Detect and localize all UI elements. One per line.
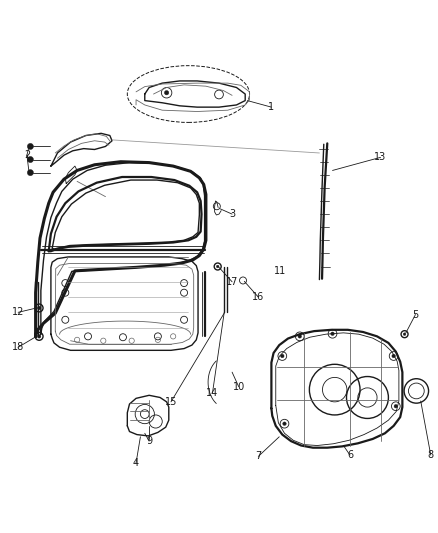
Text: 13: 13	[374, 152, 387, 163]
Text: 18: 18	[12, 342, 24, 352]
Text: 5: 5	[412, 310, 419, 319]
Circle shape	[281, 354, 284, 358]
Circle shape	[298, 335, 301, 338]
Text: 11: 11	[274, 266, 286, 276]
Text: 7: 7	[255, 451, 261, 462]
Circle shape	[27, 143, 33, 149]
Circle shape	[403, 333, 406, 335]
Circle shape	[283, 422, 286, 425]
Text: 14: 14	[206, 388, 219, 398]
Circle shape	[37, 306, 41, 310]
Text: 16: 16	[252, 292, 265, 302]
Text: 15: 15	[165, 397, 177, 407]
Text: 3: 3	[229, 209, 235, 219]
Text: 6: 6	[347, 450, 353, 460]
Circle shape	[27, 157, 33, 163]
Text: 10: 10	[233, 382, 245, 392]
Text: 17: 17	[226, 277, 238, 287]
Text: 1: 1	[268, 102, 275, 112]
Text: 4: 4	[133, 458, 139, 468]
Circle shape	[394, 405, 398, 408]
Text: 12: 12	[12, 308, 25, 317]
Circle shape	[392, 354, 396, 358]
Circle shape	[27, 169, 33, 176]
Circle shape	[216, 265, 219, 268]
Text: 2: 2	[24, 150, 30, 160]
Circle shape	[164, 91, 169, 95]
Text: 9: 9	[146, 436, 152, 446]
Circle shape	[37, 335, 41, 338]
Text: 8: 8	[427, 450, 434, 460]
Circle shape	[331, 332, 334, 335]
